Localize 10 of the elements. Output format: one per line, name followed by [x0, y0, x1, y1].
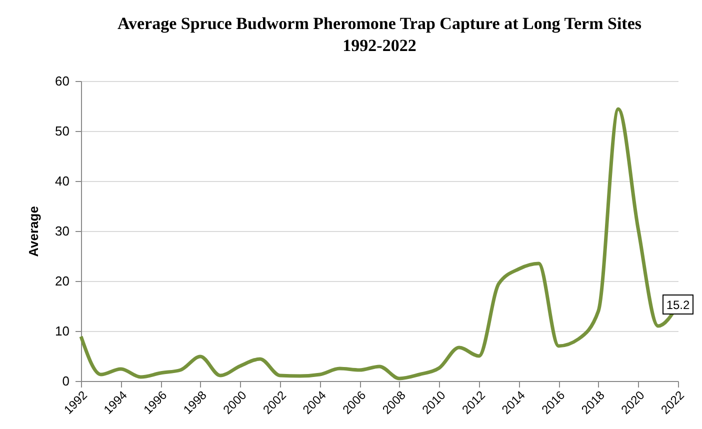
- y-tick-label: 60: [55, 74, 70, 88]
- y-tick-label: 40: [55, 174, 70, 188]
- y-tick-label: 20: [55, 274, 70, 288]
- y-tick-label: 0: [62, 374, 70, 388]
- text: Average Spruce Budworm Pheromone Trap Capture at Long Term Sites: [118, 14, 642, 33]
- text: 1992-2022: [342, 36, 416, 55]
- y-tick-label: 50: [55, 124, 70, 138]
- y-axis-title: Average: [26, 206, 42, 257]
- y-tick-label: 30: [55, 224, 70, 238]
- y-tick-label: 10: [55, 324, 70, 338]
